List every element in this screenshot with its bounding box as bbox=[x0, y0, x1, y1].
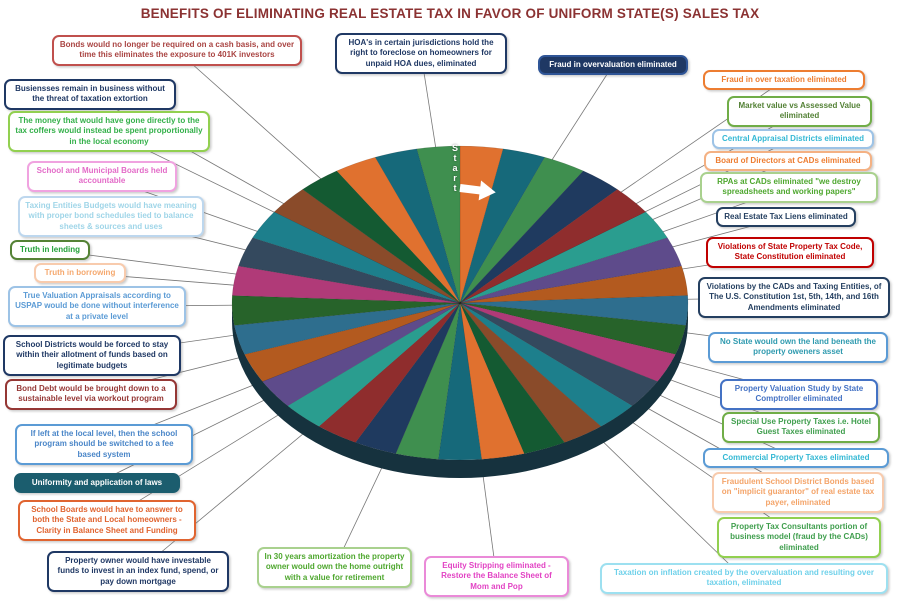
pie-slice bbox=[262, 302, 461, 407]
page-title: BENEFITS OF ELIMINATING REAL ESTATE TAX … bbox=[140, 6, 760, 21]
start-label: S t a r t bbox=[451, 143, 458, 193]
pie-slice bbox=[459, 145, 504, 304]
benefit-label-central-appraisal-districts: Central Appraisal Districts eliminated bbox=[712, 129, 874, 150]
benefit-label-school-municipal-boards: School and Municipal Boards held account… bbox=[27, 161, 177, 192]
pie-slice bbox=[231, 265, 461, 304]
pie-slice bbox=[416, 145, 461, 304]
pie-slice bbox=[395, 302, 461, 460]
pie-slice bbox=[252, 211, 461, 304]
pie-slice bbox=[459, 170, 618, 304]
pie-slice bbox=[459, 265, 689, 304]
benefit-label-special-use-property-taxes: Special Use Property Taxes i.e. Hotel Gu… bbox=[722, 412, 880, 443]
benefit-label-bonds-cash-basis: Bonds would no longer be required on a c… bbox=[52, 35, 302, 66]
benefit-label-school-districts-allotment: School Districts would be forced to stay… bbox=[3, 335, 181, 377]
benefit-label-property-tax-consultants: Property Tax Consultants portion of busi… bbox=[717, 517, 881, 559]
pie-slice bbox=[374, 148, 461, 304]
pie-slice bbox=[459, 148, 546, 304]
benefit-label-fraudulent-school-bonds: Fraudulent School District Bonds based o… bbox=[712, 472, 884, 514]
benefit-label-businesses-remain: Busiensses remain in business without th… bbox=[4, 79, 176, 110]
pie-slice bbox=[336, 156, 461, 304]
benefit-label-thirty-year-amortization: In 30 years amortization the property ow… bbox=[257, 547, 412, 589]
benefit-label-market-vs-assessed: Market value vs Assessed Value eliminate… bbox=[727, 96, 872, 127]
benefit-label-fraud-overtaxation: Fraud in over taxation eliminated bbox=[703, 70, 865, 91]
benefit-label-money-local-economy: The money that would have gone directly … bbox=[8, 111, 210, 153]
benefit-label-commercial-property-taxes: Commercial Property Taxes eliminated bbox=[703, 448, 889, 469]
start-arrow-icon bbox=[459, 180, 496, 201]
benefit-label-no-state-land-ownership: No State would own the land beneath the … bbox=[708, 332, 888, 363]
pie-slice bbox=[459, 302, 633, 427]
benefit-label-true-valuation-uspap: True Valuation Appraisals according to U… bbox=[8, 286, 186, 328]
benefit-label-property-valuation-study: Property Valuation Study by State Comptr… bbox=[720, 379, 878, 410]
pie-slice bbox=[459, 302, 525, 460]
benefit-label-hoa-foreclose: HOA's in certain jurisdictions hold the … bbox=[335, 33, 507, 75]
pie-slice bbox=[302, 170, 461, 304]
pie-slice bbox=[318, 302, 461, 443]
pie-slice bbox=[231, 295, 461, 326]
benefit-label-violations-us-constitution: Violations by the CADs and Taxing Entiti… bbox=[698, 277, 890, 319]
pie-slice bbox=[459, 302, 676, 382]
benefit-label-taxing-entities-budgets: Taxing Entities Budgets would have meani… bbox=[18, 196, 204, 238]
benefit-label-bond-debt-workout: Bond Debt would be brought down to a sus… bbox=[5, 379, 177, 410]
pie-slice bbox=[438, 302, 482, 461]
pie-slice bbox=[287, 302, 461, 427]
pie-slice bbox=[459, 189, 647, 304]
benefit-label-uniformity-of-laws: Uniformity and application of laws bbox=[14, 473, 180, 494]
pie-slice bbox=[459, 302, 565, 454]
benefit-label-fraud-overvaluation: Fraud in overvaluation eliminated bbox=[538, 55, 688, 76]
pie-slice bbox=[459, 302, 686, 355]
benefit-label-school-boards-answer: School Boards would have to answer to bo… bbox=[18, 500, 196, 542]
pie-slice bbox=[459, 302, 602, 443]
pie-slice bbox=[234, 302, 461, 355]
pie-slice bbox=[459, 211, 668, 304]
pie-slice bbox=[459, 237, 682, 304]
pie-slice bbox=[459, 302, 658, 407]
benefit-label-violations-state-code: Violations of State Property Tax Code, S… bbox=[706, 237, 874, 268]
pie-slice bbox=[238, 237, 461, 304]
benefit-label-truth-in-lending: Truth in lending bbox=[10, 240, 90, 261]
benefit-label-equity-stripping: Equity Stripping eliminated - Restore th… bbox=[424, 556, 569, 598]
pie-slice bbox=[273, 189, 461, 304]
pie-slice bbox=[459, 295, 689, 326]
benefit-label-taxation-on-inflation: Taxation on inflation created by the ove… bbox=[600, 563, 888, 594]
benefit-label-investable-funds: Property owner would have investable fun… bbox=[47, 551, 229, 593]
pie-slice bbox=[244, 302, 461, 382]
benefit-label-rpas-cads: RPAs at CADs eliminated "we destroy spre… bbox=[700, 172, 878, 203]
benefit-label-truth-in-borrowing: Truth in borrowing bbox=[34, 263, 126, 284]
benefit-label-real-estate-tax-liens: Real Estate Tax Liens eliminated bbox=[716, 207, 856, 228]
pie-slice bbox=[355, 302, 461, 454]
pie-slice bbox=[459, 156, 584, 304]
benefit-label-fee-based-school-program: If left at the local level, then the sch… bbox=[15, 424, 193, 466]
benefit-label-board-of-directors-cads: Board of Directors at CADs eliminated bbox=[704, 151, 872, 172]
